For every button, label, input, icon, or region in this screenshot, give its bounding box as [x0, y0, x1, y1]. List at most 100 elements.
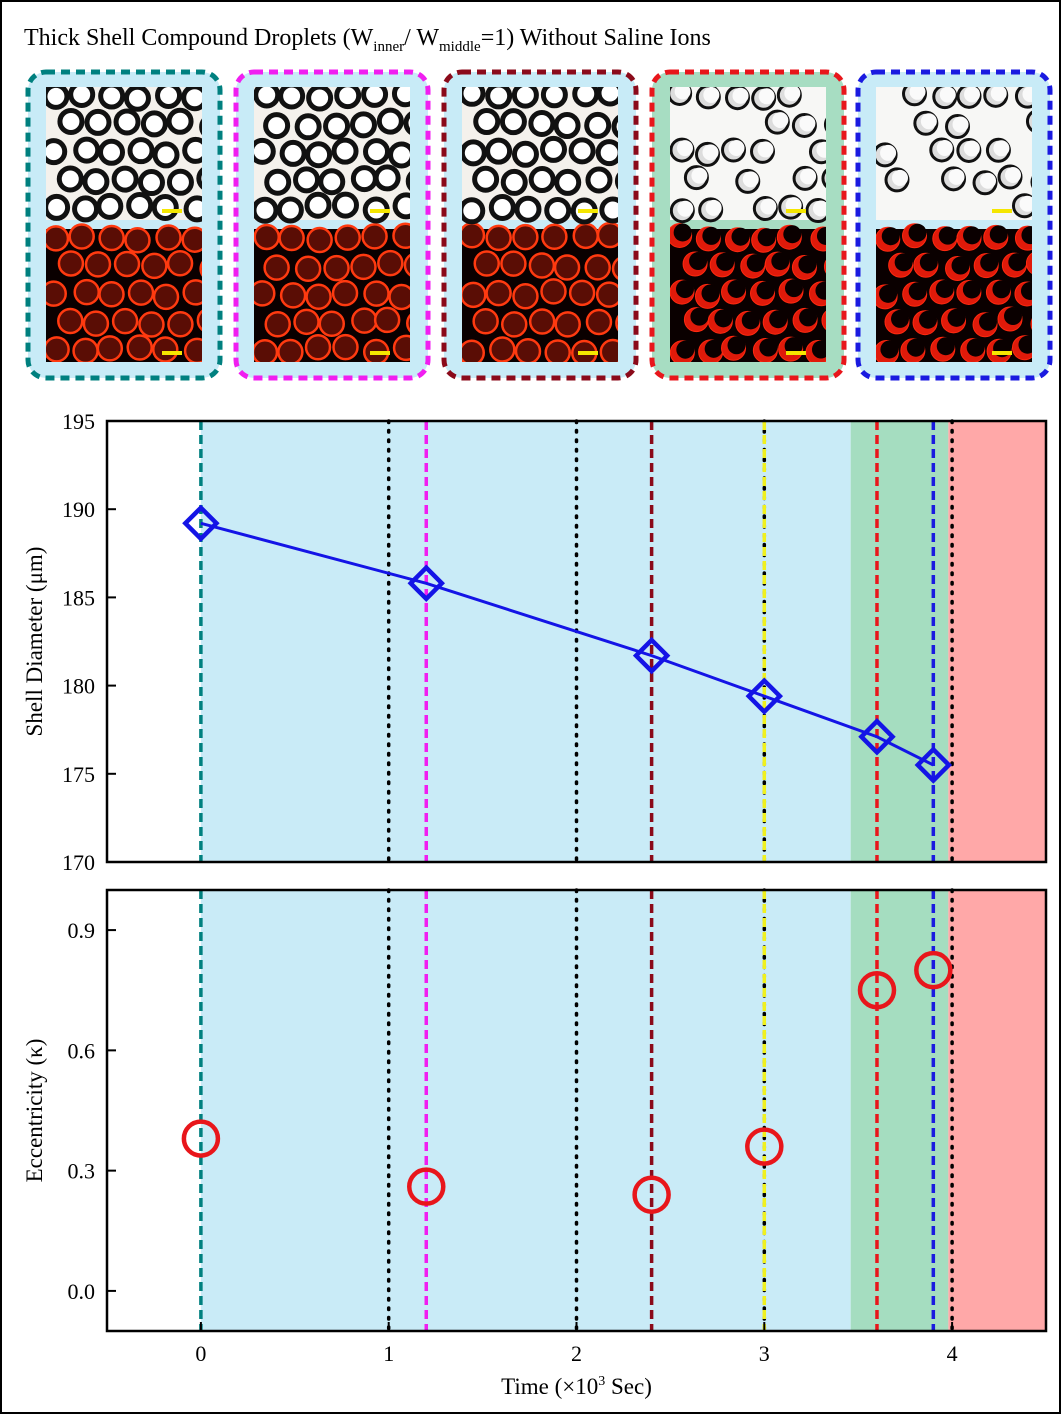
x-tick-label: 3	[759, 1341, 770, 1366]
droplet-fluor	[475, 252, 499, 276]
scale-bar	[992, 351, 1012, 355]
x-label-superscript: 3	[598, 1374, 605, 1389]
droplet	[309, 87, 331, 109]
core	[743, 171, 759, 187]
core	[677, 140, 693, 156]
core-fluor	[992, 280, 1010, 298]
droplet-fluor	[570, 281, 594, 305]
core-fluor	[728, 280, 746, 298]
x-tick-label: 4	[947, 1341, 958, 1366]
droplet	[281, 85, 303, 107]
core	[940, 87, 956, 103]
droplet-fluor	[113, 309, 137, 333]
core-fluor	[963, 280, 981, 298]
droplet	[376, 167, 398, 189]
droplet-fluor	[129, 281, 153, 305]
droplet	[254, 199, 276, 221]
x-axis-label: Time (×103 Sec)	[501, 1374, 652, 1399]
droplet-fluor	[336, 226, 360, 250]
core-fluor	[785, 279, 803, 297]
core	[937, 140, 953, 156]
figure: Thick Shell Compound Droplets (Winner/ W…	[0, 0, 1061, 1414]
core	[993, 140, 1009, 156]
droplet-fluor	[490, 337, 514, 361]
droplet	[547, 199, 569, 221]
core-fluor	[880, 340, 898, 358]
droplet	[571, 140, 593, 162]
core-fluor	[1004, 307, 1022, 325]
droplet-fluor	[98, 336, 122, 360]
core	[964, 140, 980, 156]
droplet-fluor	[154, 285, 178, 309]
droplet	[542, 138, 564, 160]
droplet-fluor	[363, 224, 387, 248]
core-fluor	[909, 224, 927, 242]
core-fluor	[1008, 253, 1026, 271]
droplet	[101, 141, 123, 163]
y-tick-label: 0.6	[68, 1038, 96, 1063]
core-fluor	[769, 310, 787, 328]
droplet-fluor	[142, 254, 166, 278]
droplet-fluor	[542, 225, 566, 249]
x-label-text: Sec)	[605, 1374, 652, 1399]
x-tick-label: 1	[383, 1341, 394, 1366]
droplet-fluor	[255, 225, 279, 249]
droplet	[334, 194, 356, 216]
core	[703, 87, 719, 103]
core-fluor	[939, 227, 957, 245]
y-tick-label: 195	[62, 409, 95, 434]
droplet-fluor	[84, 312, 108, 336]
droplet-fluor	[168, 251, 192, 275]
core	[892, 170, 908, 186]
core-fluor	[747, 254, 765, 272]
core	[953, 117, 969, 133]
core	[677, 201, 693, 217]
droplet	[59, 168, 81, 190]
droplet	[130, 140, 152, 162]
scale-bar	[992, 209, 1012, 213]
y-tick-label: 185	[62, 585, 95, 610]
droplet	[279, 199, 301, 221]
droplet-fluor	[597, 283, 621, 307]
scale-bar	[786, 209, 806, 213]
title-text: Thick Shell Compound Droplets (W	[24, 25, 374, 51]
droplet-fluor	[513, 284, 537, 308]
core	[691, 168, 707, 184]
core-fluor	[909, 282, 927, 300]
droplet	[116, 111, 138, 133]
droplet	[503, 171, 525, 193]
droplet	[308, 144, 330, 166]
droplet	[296, 169, 318, 191]
core-fluor	[716, 253, 734, 271]
core-fluor	[980, 254, 998, 272]
core-fluor	[798, 255, 816, 273]
scale-bar	[162, 209, 182, 213]
core	[1005, 167, 1021, 183]
droplet	[326, 115, 348, 137]
droplet	[158, 84, 180, 106]
droplet-fluor	[474, 309, 498, 333]
droplet	[76, 139, 98, 161]
core-fluor	[758, 228, 776, 246]
droplet-fluor	[44, 226, 68, 250]
core-fluor	[920, 253, 938, 271]
droplet	[43, 141, 65, 163]
droplet	[321, 171, 343, 193]
droplet-fluor	[365, 282, 389, 306]
droplet	[266, 115, 288, 137]
core-fluor	[879, 285, 897, 303]
droplet-fluor	[86, 252, 110, 276]
figure-title: Thick Shell Compound Droplets (Winner/ W…	[24, 25, 711, 55]
scale-bar	[578, 209, 598, 213]
droplet-fluor	[265, 256, 289, 280]
droplet-fluor	[530, 310, 554, 334]
core-fluor	[963, 226, 981, 244]
core-fluor	[732, 228, 750, 246]
y-tick-label: 180	[62, 674, 95, 699]
droplet	[514, 84, 536, 106]
droplet	[251, 140, 273, 162]
scale-bar	[370, 351, 390, 355]
droplet-fluor	[74, 339, 98, 363]
droplet-fluor	[45, 337, 69, 361]
droplet	[462, 142, 484, 164]
